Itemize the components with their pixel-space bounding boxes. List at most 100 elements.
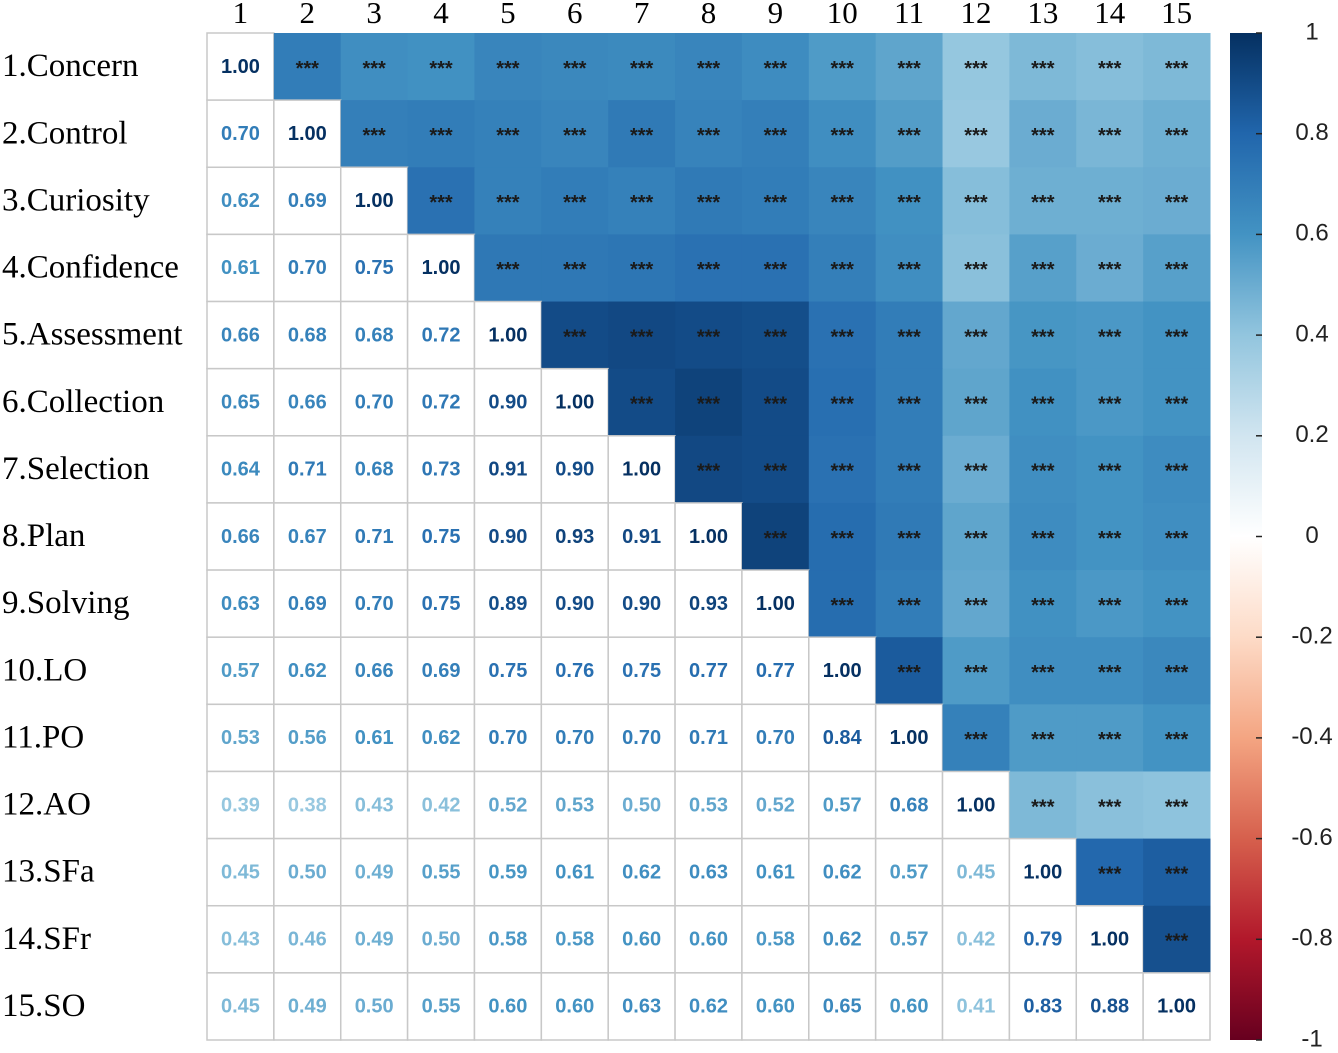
significance: *** [697, 461, 721, 483]
significance: *** [897, 461, 921, 483]
cell-border [406, 636, 476, 706]
cell-value: 1.00 [622, 459, 661, 481]
significance: *** [1031, 125, 1055, 147]
significance: *** [1098, 58, 1122, 80]
cell [1076, 167, 1144, 235]
cell [1009, 301, 1077, 370]
cell-border [406, 233, 476, 303]
significance: *** [1165, 796, 1189, 818]
cell-border [206, 367, 275, 437]
cell-border [540, 837, 609, 907]
cell-value: 1.00 [756, 593, 795, 615]
cell [875, 33, 944, 101]
significance: *** [1031, 662, 1055, 684]
significance: *** [764, 58, 788, 80]
cell-value: 1.00 [221, 56, 260, 78]
significance: *** [563, 125, 587, 147]
cell-value: 0.72 [422, 392, 461, 414]
cell [1076, 435, 1144, 504]
significance: *** [630, 326, 654, 348]
cell [942, 435, 1010, 504]
cell-value: 0.75 [488, 660, 527, 682]
cell-value: 0.50 [622, 794, 661, 816]
cell [608, 100, 676, 168]
significance: *** [630, 259, 654, 281]
row-label: 15.SO [2, 988, 85, 1024]
significance: *** [697, 259, 721, 281]
cell-border [273, 770, 342, 840]
cell-value: 0.57 [890, 929, 929, 951]
cell [875, 301, 944, 370]
cell-border [941, 837, 1011, 907]
cell-border [273, 300, 342, 370]
cell [808, 301, 877, 370]
cell-value: 1.00 [1090, 929, 1129, 951]
cell [541, 234, 609, 303]
cell [675, 435, 743, 504]
cell-value: 0.57 [823, 794, 862, 816]
cell-border [206, 636, 275, 706]
significance: *** [697, 58, 721, 80]
significance: *** [897, 192, 921, 214]
significance: *** [1165, 528, 1189, 550]
cell-border [874, 837, 944, 907]
cell [942, 637, 1010, 705]
cell-value: 0.93 [689, 593, 728, 615]
colorbar-tick-label: 0.4 [1295, 320, 1328, 347]
cell [675, 33, 743, 101]
cell-border [406, 770, 476, 840]
row-label: 3.Curiosity [2, 182, 150, 218]
cell [1009, 234, 1077, 303]
cell-border [206, 166, 275, 236]
cell [942, 368, 1010, 437]
cell-border [607, 636, 676, 706]
column-label: 9 [768, 0, 784, 30]
cell-border [607, 435, 676, 504]
cell-value: 1.00 [823, 660, 862, 682]
cell [675, 368, 743, 437]
cell [1009, 33, 1077, 101]
cell-value: 0.62 [823, 861, 862, 883]
cell [1076, 301, 1144, 370]
row-label: 9.Solving [2, 585, 129, 621]
cell-border [406, 367, 476, 437]
significance: *** [831, 58, 855, 80]
cell-border [1008, 972, 1078, 1041]
cell-value: 0.56 [288, 727, 327, 749]
significance: *** [1098, 662, 1122, 684]
cell-value: 0.68 [890, 794, 929, 816]
cell-value: 1.00 [689, 526, 728, 548]
cell-border [406, 300, 476, 370]
cell-border [674, 636, 743, 706]
cell-border [273, 99, 342, 169]
cell-value: 0.46 [288, 929, 327, 951]
cell [1143, 234, 1211, 303]
cell-value: 1.00 [422, 257, 461, 279]
significance: *** [362, 58, 386, 80]
cell-value: 0.62 [689, 996, 728, 1018]
cell [1143, 637, 1211, 705]
cell-border [540, 502, 609, 571]
cell [474, 234, 542, 303]
row-label: 14.SFr [2, 921, 91, 957]
colorbar-tick-label: -0.4 [1291, 723, 1332, 750]
cell-value: 0.58 [756, 929, 795, 951]
cell [1143, 167, 1211, 235]
cell-border [674, 837, 743, 907]
cell-border [339, 636, 409, 706]
significance: *** [697, 326, 721, 348]
cell-value: 0.39 [221, 794, 260, 816]
cell-value: 0.63 [689, 861, 728, 883]
significance: *** [1098, 729, 1122, 751]
cell-border [339, 166, 409, 236]
cell-border [273, 636, 342, 706]
cell [1009, 435, 1077, 504]
significance: *** [1165, 461, 1189, 483]
cell-value: 0.42 [956, 929, 995, 951]
significance: *** [1031, 796, 1055, 818]
cell-border [941, 972, 1011, 1041]
significance: *** [964, 729, 988, 751]
cell-value: 0.70 [622, 727, 661, 749]
cell-border [406, 703, 476, 773]
cell-value: 0.90 [622, 593, 661, 615]
